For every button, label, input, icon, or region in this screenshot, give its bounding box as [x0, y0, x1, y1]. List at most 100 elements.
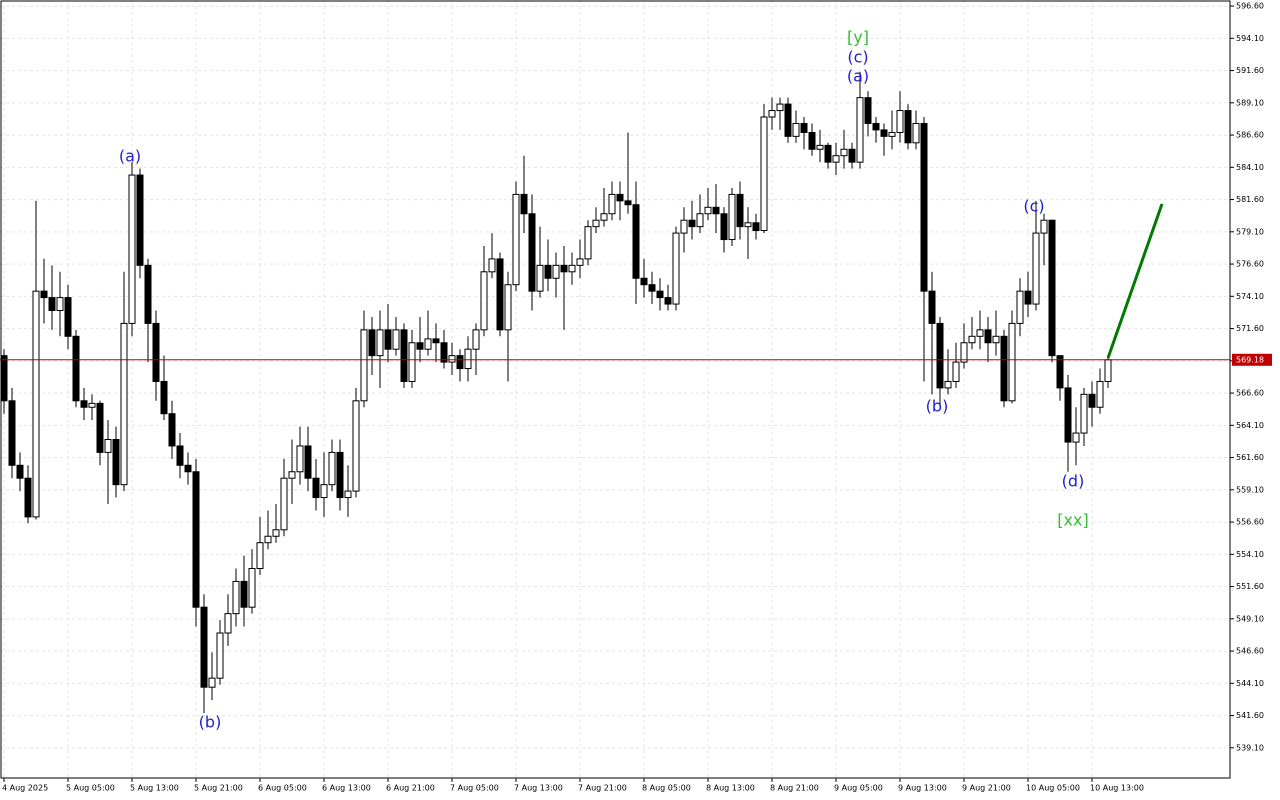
candle-body: [208, 677, 216, 688]
candle-body: [1056, 355, 1064, 389]
candle-body: [1064, 387, 1072, 443]
y-tick-label: 554.10: [1236, 550, 1264, 559]
wave-label: (c): [1023, 197, 1044, 216]
x-tick-label: 4 Aug 2025: [2, 784, 48, 793]
candle-body: [184, 464, 192, 473]
candle-body: [72, 335, 80, 402]
current-price-box: [1232, 353, 1272, 366]
candle-body: [1000, 335, 1008, 402]
candle-body: [312, 477, 320, 499]
candle-body: [256, 542, 264, 570]
candle-body: [664, 297, 672, 305]
candle-body: [832, 155, 840, 163]
candle-body: [608, 193, 616, 215]
x-tick-label: 7 Aug 05:00: [450, 784, 499, 793]
x-tick-label: 9 Aug 05:00: [834, 784, 883, 793]
x-tick-label: 6 Aug 21:00: [386, 784, 435, 793]
y-tick-label: 586.60: [1236, 131, 1264, 140]
y-tick-label: 589.10: [1236, 98, 1264, 107]
candle-body: [496, 258, 504, 331]
candle-body: [464, 348, 472, 370]
y-tick-label: 594.10: [1236, 34, 1264, 43]
candle-body: [88, 402, 96, 408]
projection-line: [1106, 203, 1164, 359]
x-tick-label: 7 Aug 13:00: [514, 784, 563, 793]
candle-body: [480, 271, 488, 331]
candle-body: [880, 129, 888, 137]
x-tick-label: 6 Aug 05:00: [258, 784, 307, 793]
candle-body: [144, 264, 152, 324]
x-tick-label: 8 Aug 21:00: [770, 784, 819, 793]
candle-body: [472, 329, 480, 350]
y-tick-label: 596.60: [1236, 2, 1264, 11]
candle-body: [528, 213, 536, 292]
candle-body: [576, 258, 584, 266]
candle-body: [992, 335, 1000, 344]
candle-body: [64, 297, 72, 337]
candle-body: [1016, 290, 1024, 324]
candle-body: [8, 400, 16, 466]
candle-body: [416, 342, 424, 350]
candle-body: [128, 174, 136, 324]
candle-body: [264, 535, 272, 544]
candle-body: [384, 329, 392, 350]
candle-body: [1104, 359, 1112, 382]
candle-body: [728, 193, 736, 241]
candle-body: [120, 322, 128, 486]
candle-body: [1072, 432, 1080, 443]
y-tick-label: 574.10: [1236, 292, 1264, 301]
candle-body: [0, 355, 8, 402]
candle-body: [224, 613, 232, 634]
candle-body: [1048, 219, 1056, 357]
x-tick-label: 10 Aug 13:00: [1090, 784, 1144, 793]
candle-body: [928, 290, 936, 324]
candle-body: [840, 148, 848, 157]
candle-body: [912, 122, 920, 144]
candle-body: [176, 445, 184, 466]
candle-body: [1088, 393, 1096, 408]
y-tick-label: 544.10: [1236, 679, 1264, 688]
candle-body: [400, 329, 408, 382]
candle-body: [952, 361, 960, 382]
candle-body: [704, 206, 712, 215]
candle-body: [776, 103, 784, 112]
candle-body: [816, 144, 824, 150]
candle-body: [616, 193, 624, 202]
candle-body: [272, 529, 280, 537]
candle-body: [1024, 290, 1032, 305]
wave-label: (a): [847, 67, 869, 86]
candle-body: [656, 290, 664, 299]
candle-body: [824, 144, 832, 163]
candle-body: [696, 213, 704, 228]
wave-label: [y]: [847, 28, 869, 47]
candle-body: [920, 122, 928, 292]
candle-body: [680, 219, 688, 234]
candle-body: [136, 174, 144, 266]
candle-body: [544, 264, 552, 279]
y-tick-label: 579.10: [1236, 227, 1264, 236]
candle-body: [592, 219, 600, 228]
y-tick-label: 564.10: [1236, 421, 1264, 430]
candle-body: [584, 226, 592, 260]
candle-body: [504, 284, 512, 331]
candle-body: [1096, 380, 1104, 408]
candle-body: [712, 206, 720, 215]
wave-label: (d): [1062, 472, 1085, 491]
candle-body: [600, 213, 608, 221]
candle-body: [336, 451, 344, 499]
candle-body: [624, 200, 632, 206]
y-tick-label: 549.10: [1236, 614, 1264, 623]
candle-body: [1008, 322, 1016, 402]
current-price-label: 569.18: [1236, 355, 1264, 364]
candle-body: [360, 329, 368, 402]
y-tick-label: 591.60: [1236, 66, 1264, 75]
candle-body: [216, 632, 224, 679]
candle-body: [784, 103, 792, 137]
wave-label: (b): [926, 397, 949, 416]
candle-body: [168, 413, 176, 447]
candle-body: [736, 193, 744, 228]
candle-body: [424, 338, 432, 350]
y-tick-label: 551.60: [1236, 582, 1264, 591]
